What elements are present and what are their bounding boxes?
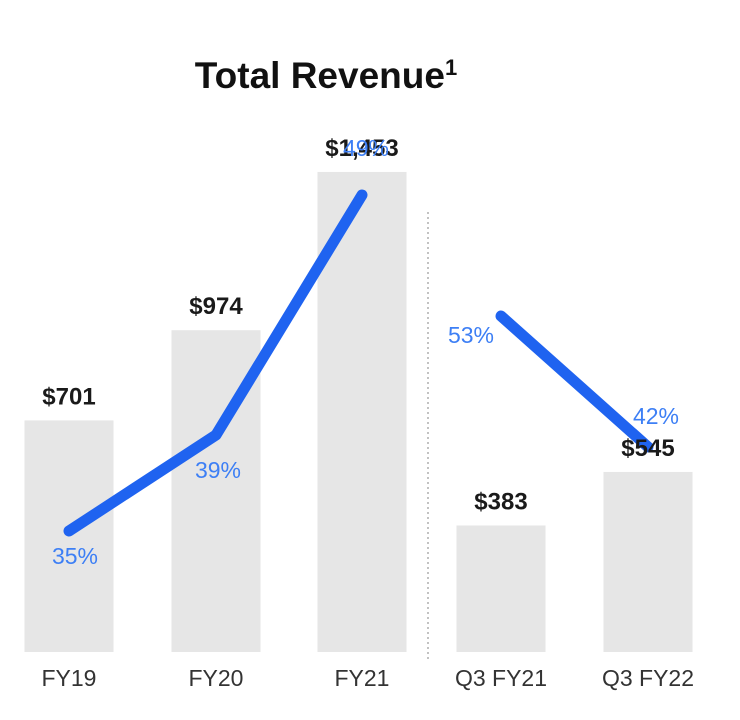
chart-title-superscript: 1	[445, 55, 457, 80]
growth-label: 39%	[195, 457, 241, 483]
value-label: $545	[621, 435, 674, 462]
growth-label: 42%	[633, 403, 679, 429]
category-label: Q3 FY21	[455, 665, 547, 691]
category-label: FY19	[42, 665, 97, 691]
category-label: Q3 FY22	[602, 665, 694, 691]
chart-title: Total Revenue1	[195, 55, 457, 96]
bar-q3-fy22	[603, 471, 693, 652]
bar-q3-fy21	[456, 525, 546, 652]
value-label: $383	[474, 488, 527, 515]
category-label: FY21	[335, 665, 390, 691]
value-label: $974	[189, 293, 243, 320]
value-label: $701	[42, 383, 95, 410]
chart-title-text: Total Revenue	[195, 55, 445, 96]
growth-line-annual	[63, 189, 368, 537]
value-label: $1,453	[325, 135, 398, 162]
growth-label: 49%	[343, 135, 389, 161]
growth-label: 35%	[52, 543, 98, 569]
growth-label: 53%	[448, 322, 494, 348]
growth-line-quarterly	[495, 310, 654, 453]
category-label: FY20	[189, 665, 244, 691]
